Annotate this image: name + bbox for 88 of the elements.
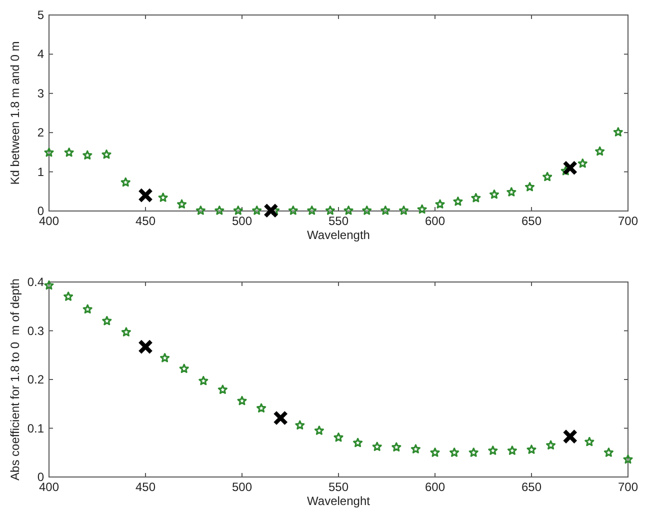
point — [353, 438, 363, 448]
point — [453, 196, 463, 206]
point — [102, 150, 112, 159]
point — [372, 442, 382, 451]
point — [435, 199, 445, 209]
point — [256, 403, 266, 412]
point — [410, 444, 420, 454]
point — [546, 440, 556, 450]
x-tick-label: 550 — [328, 214, 349, 228]
x-axis-title: Wavelength — [307, 228, 370, 242]
point — [584, 436, 594, 446]
x-tick-label: 600 — [424, 214, 446, 228]
point — [526, 444, 536, 454]
point — [214, 206, 224, 215]
point — [138, 339, 153, 354]
point — [252, 206, 262, 215]
point — [288, 206, 298, 215]
point — [380, 206, 390, 215]
point — [578, 158, 588, 168]
point — [488, 446, 498, 455]
point — [158, 192, 168, 202]
point — [176, 199, 187, 209]
point — [623, 454, 633, 464]
point — [468, 448, 478, 457]
point — [398, 206, 409, 215]
point — [295, 420, 305, 430]
point — [44, 280, 54, 290]
point — [524, 182, 535, 192]
x-tick-label: 450 — [135, 214, 156, 228]
x-tick-label: 500 — [232, 214, 252, 228]
y-tick-label: 4 — [37, 47, 44, 62]
point — [542, 172, 552, 182]
y-tick-label: 0.4 — [27, 275, 44, 289]
point — [218, 384, 228, 394]
point — [604, 448, 614, 457]
point — [82, 304, 92, 314]
point — [138, 188, 153, 203]
x-tick-label: 600 — [424, 480, 446, 494]
point — [196, 206, 206, 215]
point — [263, 203, 278, 218]
x-axis-title: Wavelenght — [307, 494, 371, 508]
point — [507, 446, 517, 455]
point — [334, 432, 344, 442]
y-tick-label: 5 — [37, 8, 44, 22]
point — [506, 187, 516, 196]
point — [562, 429, 578, 444]
y-tick-label: 0.3 — [27, 324, 44, 338]
point — [471, 193, 481, 202]
point — [562, 160, 578, 176]
point — [237, 396, 247, 406]
y-tick-label: 0.1 — [27, 421, 44, 436]
x-tick-label: 700 — [618, 214, 638, 228]
point — [198, 376, 208, 386]
point — [595, 146, 605, 156]
point — [44, 148, 54, 157]
y-axis-title: Abs coefficient for 1.8 to 0 m of depth — [8, 278, 22, 480]
point — [613, 127, 623, 136]
x-tick-label: 450 — [135, 480, 156, 494]
x-tick-label: 550 — [328, 480, 349, 494]
point — [392, 442, 402, 452]
point — [64, 292, 74, 301]
point — [64, 148, 74, 157]
point — [82, 150, 92, 160]
x-tick-label: 700 — [618, 480, 638, 494]
y-tick-label: 0.2 — [27, 372, 44, 386]
point — [307, 206, 317, 215]
point — [362, 206, 372, 215]
y-axis-title: Kd between 1.8 m and 0 m — [8, 41, 22, 185]
point — [273, 410, 288, 426]
point — [344, 206, 354, 215]
point — [179, 364, 189, 373]
point — [233, 206, 243, 215]
point — [325, 206, 335, 215]
point — [430, 448, 440, 457]
point — [450, 448, 460, 457]
point — [121, 327, 131, 336]
point — [314, 426, 324, 435]
x-tick-label: 650 — [521, 480, 542, 494]
y-tick-label: 2 — [37, 126, 44, 140]
point — [120, 177, 130, 187]
x-tick-label: 500 — [232, 480, 252, 494]
point — [160, 353, 170, 362]
x-tick-label: 650 — [521, 214, 542, 228]
point — [417, 204, 427, 214]
point — [102, 316, 112, 326]
y-tick-label: 3 — [37, 86, 44, 100]
point — [489, 190, 500, 199]
y-tick-label: 1 — [37, 164, 44, 179]
